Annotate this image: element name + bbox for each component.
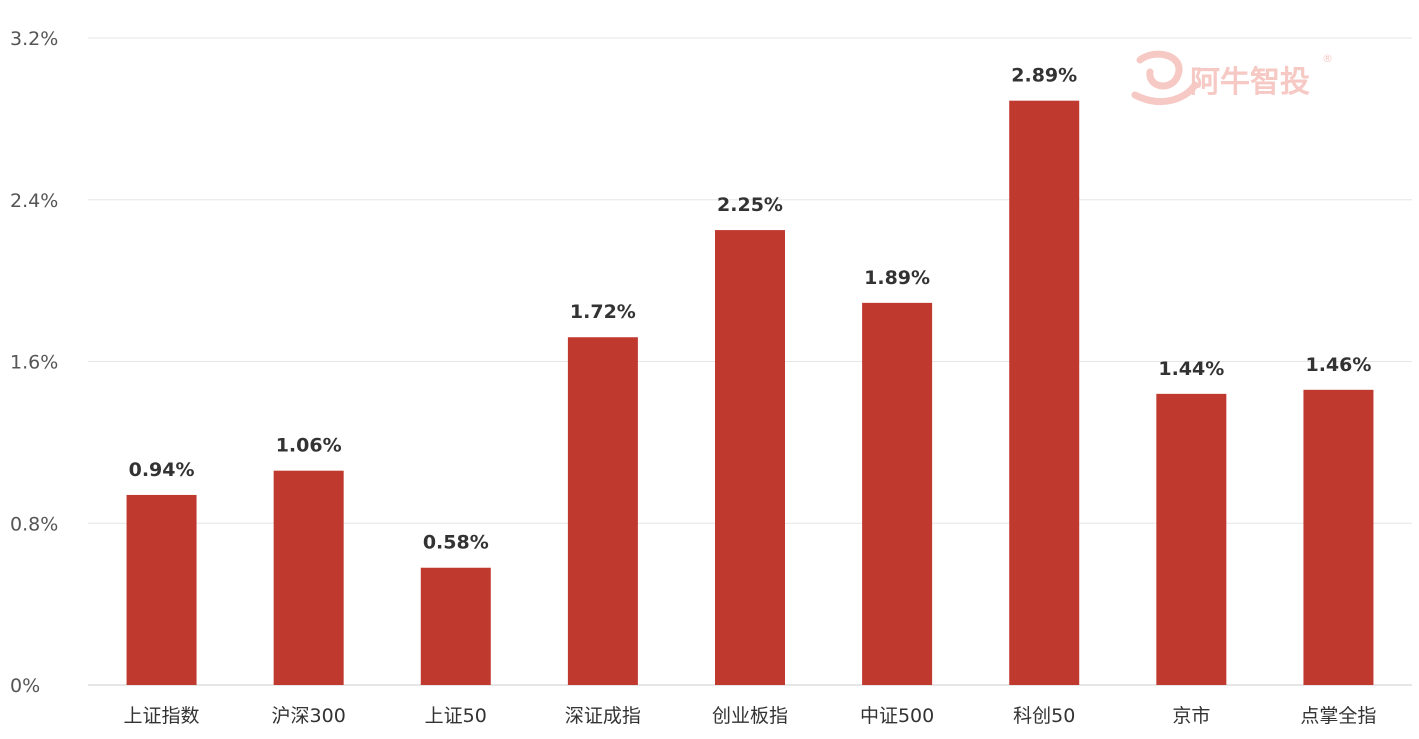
bar <box>273 470 344 685</box>
watermark-logo: 阿牛智投 ® <box>1131 50 1333 106</box>
watermark-registered-mark: ® <box>1322 52 1333 65</box>
bar <box>862 302 933 685</box>
data-label: 2.89% <box>1011 65 1077 87</box>
bars <box>126 100 1374 686</box>
bull-logo-icon <box>1131 50 1199 106</box>
bar <box>567 337 638 685</box>
data-label: 1.46% <box>1305 354 1371 376</box>
category-label: 上证指数 <box>124 705 200 727</box>
bar <box>715 230 785 685</box>
category-label: 点掌全指 <box>1300 705 1376 727</box>
bar <box>126 494 197 685</box>
data-label: 0.58% <box>423 532 489 554</box>
data-labels: 0.94% 1.06% 0.58% 1.72% 2.25% 1.89% 2.89% 1.44%… <box>129 65 1372 554</box>
bar <box>1303 389 1374 685</box>
category-label: 京市 <box>1172 705 1210 727</box>
category-label: 中证500 <box>860 705 934 727</box>
y-tick-label: 3.2% <box>10 28 58 50</box>
y-tick-label: 1.6% <box>10 352 58 374</box>
bar <box>1009 100 1080 686</box>
data-label: 0.94% <box>129 459 195 481</box>
y-tick-label: 0% <box>10 675 40 697</box>
category-label: 深证成指 <box>565 705 641 727</box>
watermark-text: 阿牛智投 <box>1190 65 1310 100</box>
y-tick-label: 0.8% <box>10 513 58 535</box>
category-label: 上证50 <box>425 705 487 727</box>
data-label: 1.06% <box>276 435 342 457</box>
data-label: 1.44% <box>1158 358 1224 380</box>
data-label: 2.25% <box>717 194 783 216</box>
category-label: 科创50 <box>1013 705 1075 727</box>
category-label: 沪深300 <box>272 705 346 727</box>
y-tick-label: 2.4% <box>10 190 58 212</box>
data-label: 1.72% <box>570 301 636 323</box>
y-axis-tick-labels: 0% 0.8% 1.6% 2.4% 3.2% <box>10 28 58 697</box>
data-label: 1.89% <box>864 267 930 289</box>
bar <box>1156 393 1227 685</box>
category-labels: 上证指数 沪深300 上证50 深证成指 创业板指 中证500 科创50 京市 点掌全指 <box>124 705 1377 727</box>
bar <box>420 567 491 685</box>
category-label: 创业板指 <box>712 705 788 727</box>
